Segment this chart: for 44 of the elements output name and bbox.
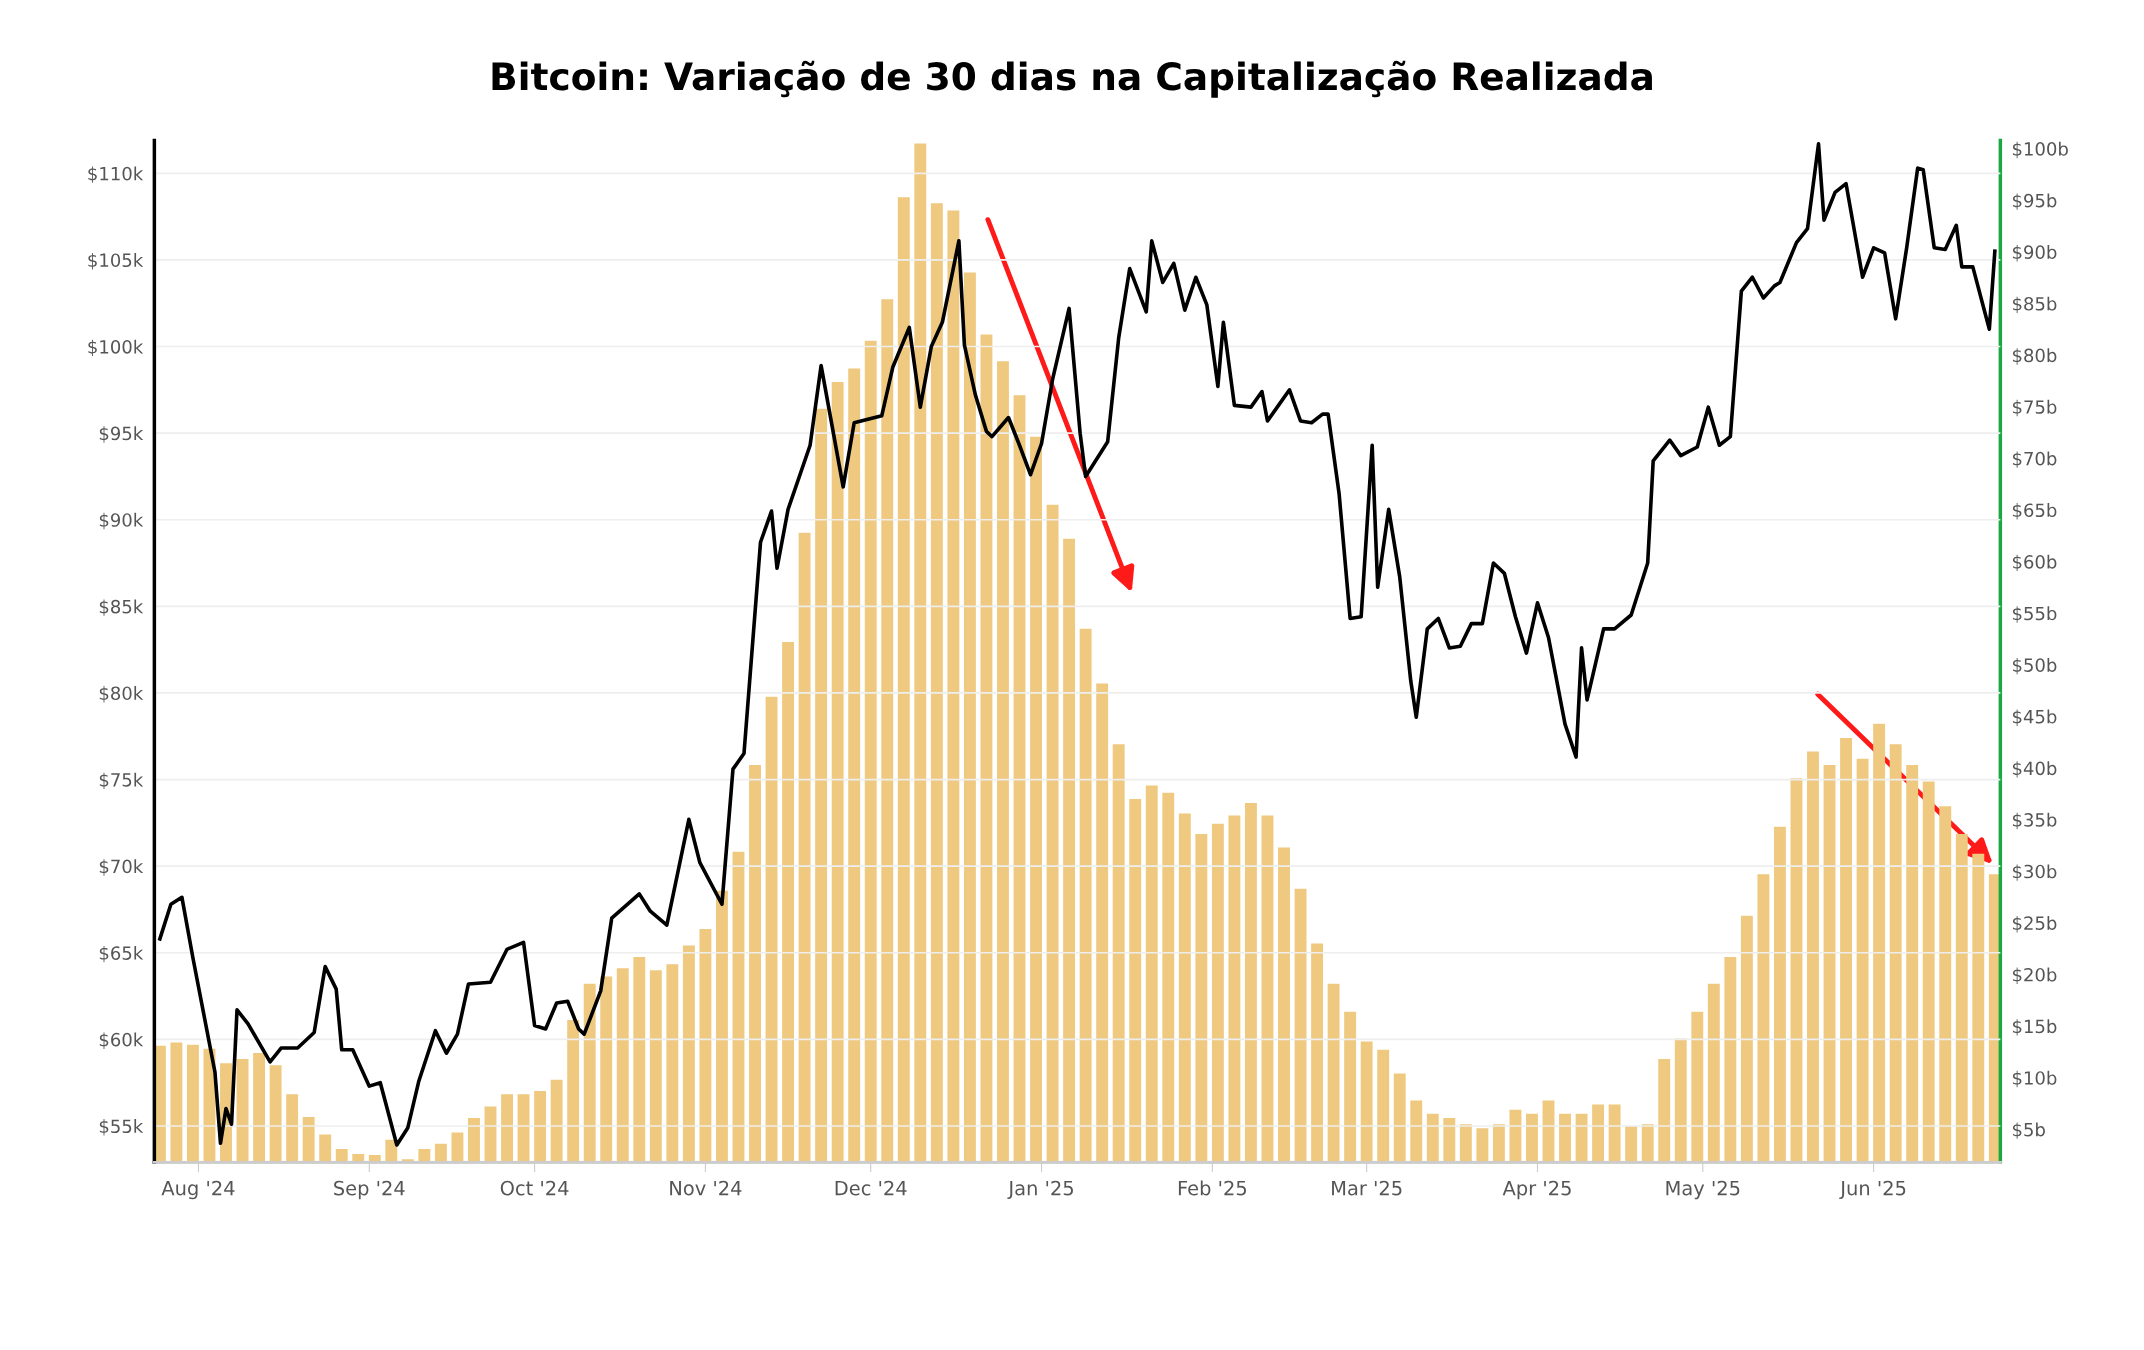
- x-tick-label: Aug '24: [161, 1180, 235, 1200]
- y2-tick-label: $90b: [2012, 245, 2057, 262]
- y-tick-label: $70k: [99, 859, 144, 876]
- y-tick-label: $65k: [99, 945, 144, 963]
- y2-tick-label: $30b: [2012, 864, 2057, 881]
- y-tick-label: $110k: [88, 166, 144, 183]
- y-tick-label: $55k: [99, 1119, 144, 1136]
- y2-tick-label: $50b: [2012, 657, 2057, 675]
- y2-tick-label: $25b: [2012, 916, 2057, 933]
- y-tick-label: $85k: [99, 599, 144, 616]
- y2-tick-label: $45b: [2012, 709, 2057, 726]
- y-tick-label: $100k: [88, 339, 144, 357]
- y-tick-label: $90k: [99, 512, 144, 530]
- x-tick-label: Dec '24: [835, 1180, 907, 1196]
- y2-tick-label: $35b: [2012, 812, 2057, 830]
- chart-title: Bitcoin: Variação de 30 dias na Capitalização Realizada: [492, 60, 1652, 98]
- y2-tick-label: $60b: [2012, 554, 2057, 572]
- y-tick-label: $105k: [88, 253, 144, 270]
- y2-tick-label: $55b: [2012, 606, 2057, 623]
- y2-tick-label: $70b: [2012, 451, 2057, 468]
- y-tick-label: $80k: [99, 686, 144, 703]
- y2-tick-label: $40b: [2012, 761, 2057, 778]
- x-tick-label: Jan '25: [1007, 1180, 1073, 1200]
- y2-tick-label: $15b: [2012, 1019, 2057, 1036]
- x-tick-label: May '25: [1666, 1180, 1740, 1200]
- y-tick-label: $60k: [99, 1032, 144, 1049]
- x-tick-label: Oct '24: [500, 1180, 569, 1196]
- x-tick-label: Nov '24: [670, 1180, 742, 1196]
- y2-tick-label: $5b: [2012, 1122, 2045, 1139]
- y-tick-label: $75k: [99, 772, 144, 790]
- x-tick-label: Feb '25: [1178, 1180, 1247, 1196]
- y-tick-label: $95k: [99, 426, 144, 443]
- y2-tick-label: $95b: [2012, 193, 2057, 210]
- y2-tick-label: $75b: [2012, 399, 2057, 417]
- x-tick-label: Sep '24: [334, 1180, 405, 1200]
- y2-tick-label: $100b: [2012, 141, 2068, 159]
- y2-tick-label: $80b: [2012, 348, 2057, 365]
- x-tick-label: Jun '25: [1839, 1180, 1906, 1200]
- x-tick-label: Mar '25: [1332, 1180, 1402, 1196]
- y2-tick-label: $65b: [2012, 503, 2057, 520]
- y2-tick-label: $85b: [2012, 296, 2057, 314]
- x-tick-label: Apr '25: [1502, 1180, 1571, 1200]
- y2-tick-label: $20b: [2012, 967, 2057, 984]
- y2-tick-label: $10b: [2012, 1070, 2057, 1088]
